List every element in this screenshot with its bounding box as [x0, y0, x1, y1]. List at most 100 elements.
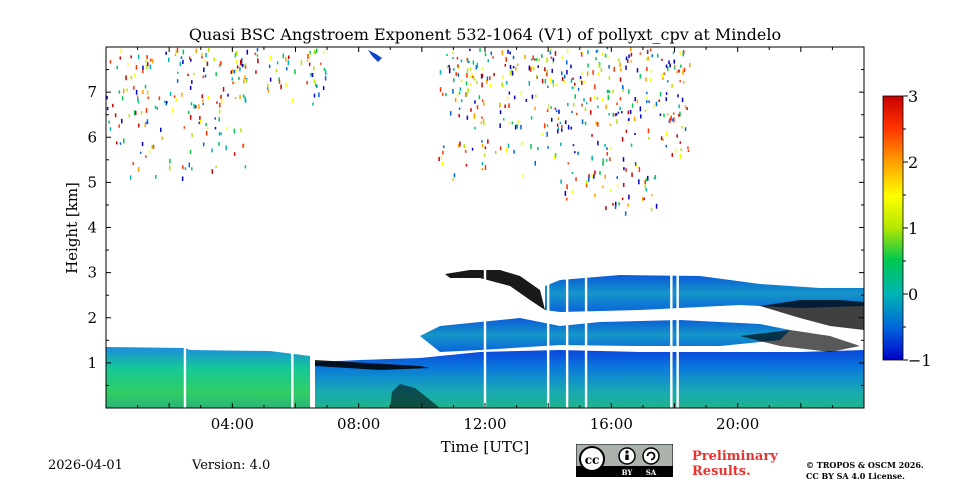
- noise-speckle: [243, 79, 245, 84]
- noise-speckle: [585, 183, 588, 188]
- noise-speckle: [677, 94, 679, 98]
- noise-speckle: [282, 53, 285, 59]
- noise-speckle: [130, 55, 132, 59]
- noise-speckle: [308, 53, 311, 57]
- noise-speckle: [505, 57, 508, 62]
- noise-speckle: [563, 80, 565, 84]
- noise-speckle: [108, 120, 110, 124]
- noise-speckle: [647, 128, 650, 134]
- noise-speckle: [673, 117, 675, 123]
- noise-speckle: [214, 117, 217, 120]
- noise-speckle: [520, 91, 523, 96]
- noise-speckle: [483, 153, 486, 157]
- noise-speckle: [678, 114, 680, 117]
- noise-speckle: [220, 60, 222, 65]
- noise-speckle: [573, 103, 575, 107]
- noise-speckle: [239, 67, 241, 72]
- noise-speckle: [473, 77, 475, 81]
- y-tick-label: 2: [87, 309, 97, 327]
- noise-speckle: [567, 102, 569, 107]
- noise-speckle: [182, 59, 184, 64]
- noise-speckle: [490, 51, 493, 56]
- noise-speckle: [234, 81, 237, 84]
- noise-speckle: [672, 51, 675, 55]
- noise-speckle: [676, 70, 678, 74]
- noise-speckle: [471, 73, 473, 78]
- data-gap: [291, 263, 294, 408]
- colorbar-tick-label: 3: [908, 87, 918, 106]
- noise-speckle: [442, 150, 444, 155]
- noise-speckle: [139, 151, 142, 154]
- noise-speckle: [213, 57, 216, 61]
- noise-speckle: [531, 94, 534, 99]
- noise-speckle: [521, 141, 523, 146]
- noise-speckle: [191, 167, 193, 171]
- noise-speckle: [597, 140, 599, 146]
- noise-speckle: [648, 136, 650, 140]
- noise-speckle: [311, 73, 314, 78]
- noise-speckle: [198, 104, 200, 109]
- noise-speckle: [534, 160, 536, 166]
- noise-speckle: [214, 126, 217, 130]
- noise-speckle: [511, 70, 514, 76]
- chart-title: Quasi BSC Angstroem Exponent 532-1064 (V…: [188, 25, 782, 44]
- noise-speckle: [547, 146, 549, 149]
- noise-speckle: [680, 64, 682, 68]
- noise-speckle: [448, 64, 450, 68]
- noise-speckle: [619, 96, 622, 101]
- elevated-layer-dark-lower: [740, 330, 860, 352]
- noise-speckle: [475, 65, 478, 70]
- noise-speckle: [601, 52, 603, 56]
- noise-speckle: [584, 121, 587, 126]
- sa-label: SA: [646, 468, 657, 477]
- noise-speckle: [566, 184, 568, 190]
- noise-speckle: [627, 203, 629, 207]
- noise-speckle: [121, 118, 123, 124]
- noise-speckle: [232, 81, 234, 85]
- noise-speckle: [552, 57, 555, 63]
- data-gap: [546, 263, 550, 408]
- noise-speckle: [604, 174, 606, 179]
- noise-speckle: [625, 168, 627, 173]
- cc-text: cc: [585, 453, 600, 467]
- noise-speckle: [220, 94, 222, 98]
- noise-speckle: [616, 102, 618, 106]
- colorbar-tick-label: 0: [908, 285, 918, 304]
- noise-speckle: [679, 141, 682, 144]
- noise-speckle: [267, 83, 269, 88]
- noise-speckle: [540, 54, 543, 58]
- noise-speckle: [641, 196, 644, 201]
- noise-speckle: [534, 106, 536, 111]
- noise-speckle: [604, 53, 607, 58]
- noise-speckle: [118, 124, 120, 128]
- noise-speckle: [145, 121, 147, 125]
- noise-speckle: [234, 96, 237, 100]
- noise-speckle: [501, 83, 504, 88]
- noise-speckle: [588, 174, 590, 178]
- noise-speckle: [551, 68, 553, 73]
- noise-speckle: [529, 66, 532, 72]
- noise-speckle: [232, 69, 234, 73]
- noise-speckle: [552, 84, 555, 87]
- colorbar-tick-label: 2: [908, 153, 918, 172]
- noise-speckle: [218, 117, 220, 122]
- noise-speckle: [546, 131, 548, 137]
- noise-speckle: [452, 57, 454, 60]
- data-gap: [183, 263, 187, 408]
- noise-speckle: [482, 118, 485, 122]
- copyright-line1: © TROPOS & OSCM 2026.: [806, 460, 924, 470]
- noise-speckle: [278, 77, 280, 81]
- noise-speckle: [479, 48, 481, 52]
- noise-speckle: [244, 75, 246, 79]
- noise-speckle: [606, 47, 609, 50]
- noise-speckle: [205, 131, 208, 136]
- noise-speckle: [671, 153, 674, 157]
- noise-speckle: [137, 54, 140, 59]
- noise-speckle: [481, 161, 484, 166]
- footer-date: 2026-04-01: [48, 458, 123, 473]
- noise-speckle: [235, 50, 238, 56]
- noise-speckle: [507, 49, 509, 54]
- noise-speckle: [466, 68, 469, 73]
- noise-speckle: [182, 165, 184, 170]
- x-tick-label: 12:00: [463, 415, 506, 433]
